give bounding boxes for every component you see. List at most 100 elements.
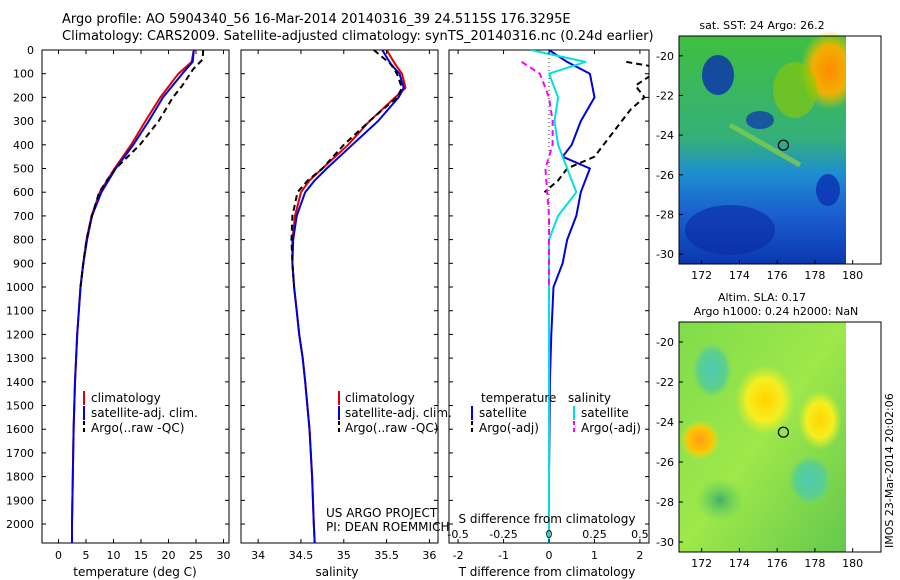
x-tick-label: 35 [337, 549, 351, 562]
s-diff-tick-label: 0.5 [631, 528, 649, 541]
depth-tick-label: 1400 [6, 376, 34, 389]
sla-low-patch-3 [696, 478, 744, 522]
legend-header-salinity: salinity [568, 391, 611, 405]
lon-tick-label: 178 [804, 557, 825, 570]
sla-map-subtitle: Argo h1000: 0.24 h2000: NaN [694, 305, 859, 318]
sla-high-patch [735, 365, 795, 435]
sst-argo-location-marker [777, 139, 790, 151]
legend-t-satellite: satellite [479, 406, 527, 420]
depth-tick-label: 1000 [6, 281, 34, 294]
sst-map-frame [678, 35, 882, 265]
lon-tick-label: 174 [729, 269, 750, 282]
depth-tick-label: 1500 [6, 400, 34, 413]
x-tick-label: -2 [453, 549, 464, 562]
sla-argo-location-marker [777, 426, 790, 438]
depth-tick-label: 0 [27, 44, 34, 57]
x-tick-label: 30 [217, 549, 231, 562]
lon-tick-label: 180 [842, 557, 863, 570]
sla-map-title: Altim. SLA: 0.17 [718, 291, 806, 304]
temperature-legend: climatology satellite-adj. clim. Argo(..… [83, 391, 198, 435]
depth-tick-label: 1700 [6, 447, 34, 460]
s-diff-xlabel: S difference from climatology [459, 512, 636, 526]
depth-tick-label: 300 [13, 115, 34, 128]
salinity-legend: climatology satellite-adj. clim. Argo(..… [338, 391, 452, 435]
temperature-panel-frame [41, 49, 230, 544]
depth-tick-label: 1800 [6, 471, 34, 484]
sst-cold-patch-2 [746, 111, 774, 129]
s-diff-tick-label: -0.5 [447, 528, 468, 541]
x-tick-label: 34 [251, 549, 265, 562]
legend-header-temperature: temperature [481, 391, 556, 405]
sst-cold-patch-4 [685, 205, 775, 255]
sst-map-ticks: 172 174 176 178 180 -20 -22 -24 -26 -28 -30 [656, 50, 863, 282]
sst-cold-patch [702, 55, 734, 95]
lat-tick-label: -20 [656, 50, 674, 63]
lat-tick-label: -22 [656, 89, 674, 102]
t-diff-xlabel: T difference from climatology [458, 565, 636, 579]
sst-map: 172 174 176 178 180 -20 -22 -24 -26 -28 -30 [656, 30, 882, 282]
series-line-argo-raw-qc [79, 50, 205, 288]
sla-map-nodata [846, 322, 881, 552]
x-tick-label: 1 [591, 549, 598, 562]
lat-tick-label: -24 [656, 416, 674, 429]
sla-map-ticks: 172 174 176 178 180 -20 -22 -24 -26 -28 -30 [656, 336, 863, 570]
depth-tick-label: 600 [13, 186, 34, 199]
lat-tick-label: -30 [656, 536, 674, 549]
legend-argo: Argo(..raw -QC) [345, 421, 438, 435]
x-tick-label: 34.5 [289, 549, 314, 562]
lat-tick-label: -28 [656, 208, 674, 221]
difference-series [521, 50, 649, 543]
sst-cold-patch-3 [816, 174, 840, 206]
lon-tick-label: 172 [691, 557, 712, 570]
depth-tick-label: 500 [13, 163, 34, 176]
x-tick-label: 20 [162, 549, 176, 562]
depth-tick-label: 700 [13, 210, 34, 223]
project-line2: PI: DEAN ROEMMICH [326, 520, 449, 534]
depth-tick-label: 900 [13, 257, 34, 270]
lon-tick-label: 176 [767, 557, 788, 570]
series-line-salinity-satellite [530, 50, 587, 543]
sla-map-frame [678, 321, 882, 553]
lat-tick-label: -24 [656, 129, 674, 142]
depth-axis: 0 100 200 300 400 500 600 700 800 900 1000 1100 1200… [6, 44, 34, 531]
legend-satellite: satellite-adj. clim. [345, 406, 452, 420]
project-line1: US ARGO PROJECT [326, 506, 438, 520]
lat-tick-label: -28 [656, 496, 674, 509]
series-line-argo-raw-qc [290, 50, 403, 288]
sla-low-patch [692, 342, 732, 398]
x-tick-label: 10 [107, 549, 121, 562]
legend-s-satellite: satellite [581, 406, 629, 420]
depth-tick-label: 1900 [6, 494, 34, 507]
axis-ticks: 0 5 10 15 20 25 30 34 34.5 35 35.5 36 -2 -1 0 1 2 -0.5 -0.… [42, 49, 649, 562]
lat-tick-label: -26 [656, 169, 674, 182]
lat-tick-label: -30 [656, 248, 674, 261]
lon-tick-label: 176 [767, 269, 788, 282]
x-tick-label: 15 [134, 549, 148, 562]
depth-tick-label: 1600 [6, 423, 34, 436]
legend-climatology: climatology [91, 391, 161, 405]
sla-low-patch-2 [788, 455, 832, 505]
sst-warm-patch-2 [773, 62, 817, 118]
temperature-series [71, 50, 205, 543]
legend-t-argo: Argo(-adj) [479, 421, 539, 435]
depth-tick-label: 800 [13, 234, 34, 247]
lon-tick-label: 180 [842, 269, 863, 282]
depth-tick-label: 2000 [6, 518, 34, 531]
lat-tick-label: -20 [656, 336, 674, 349]
lat-tick-label: -26 [656, 456, 674, 469]
x-tick-label: -1 [498, 549, 509, 562]
legend-satellite: satellite-adj. clim. [91, 406, 198, 420]
sla-high-patch-2 [798, 390, 842, 450]
lon-tick-label: 172 [691, 269, 712, 282]
sla-high-patch-3 [680, 420, 720, 460]
depth-tick-label: 1100 [6, 305, 34, 318]
x-tick-label: 35.5 [374, 549, 399, 562]
x-tick-label: 2 [636, 549, 643, 562]
salinity-series [290, 50, 407, 543]
s-diff-tick-label: -0.25 [489, 528, 517, 541]
sst-map-nodata [846, 36, 881, 264]
x-tick-label: 0 [546, 549, 553, 562]
profile-title-line2: Climatology: CARS2009. Satellite-adjuste… [62, 29, 654, 44]
depth-tick-label: 100 [13, 68, 34, 81]
depth-tick-label: 1300 [6, 352, 34, 365]
